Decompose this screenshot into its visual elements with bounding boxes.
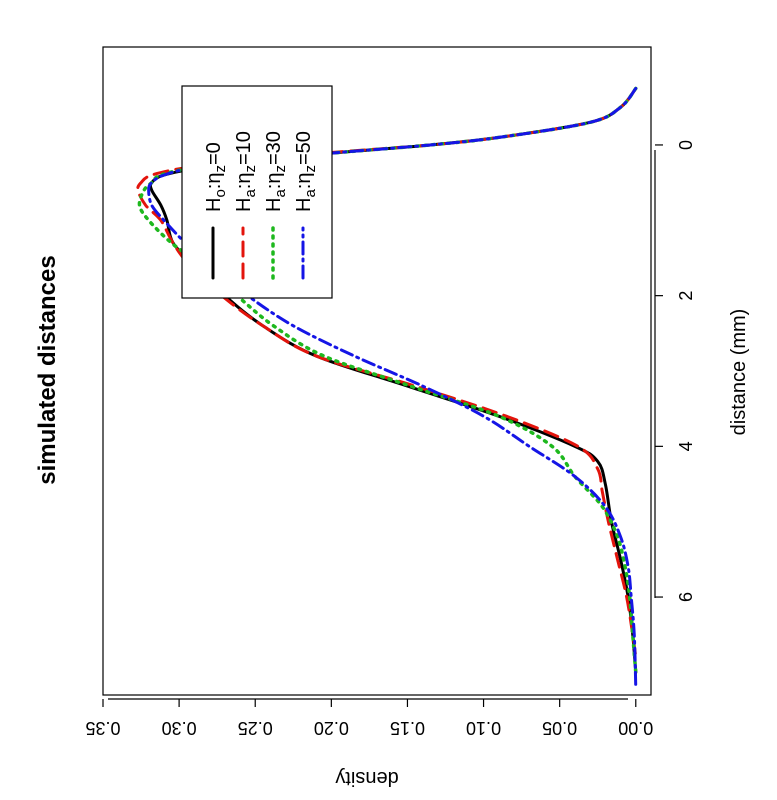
chart-title: simulated distances bbox=[34, 255, 61, 484]
y-tick-label: 0.20 bbox=[314, 718, 349, 738]
x-tick-label: 2 bbox=[676, 291, 696, 301]
legend-label-4: Ha:ηz=50 bbox=[293, 131, 319, 212]
x-tick-label: 6 bbox=[676, 592, 696, 602]
series-line-3 bbox=[137, 86, 638, 675]
y-tick-label: 0.10 bbox=[466, 718, 501, 738]
y-axis-ticks: 0.00 0.05 0.10 0.15 0.20 0.25 0.30 0.35 bbox=[85, 699, 653, 738]
y-tick-label: 0.00 bbox=[618, 718, 653, 738]
legend-label-1: Ho:ηz=0 bbox=[203, 142, 229, 212]
y-tick-label: 0.30 bbox=[162, 718, 197, 738]
plot-frame bbox=[102, 46, 652, 696]
legend-box bbox=[181, 85, 333, 299]
x-tick-label: 4 bbox=[676, 441, 696, 451]
x-axis-ticks: 0 2 4 6 bbox=[655, 140, 696, 602]
x-axis-label: distance (mm) bbox=[728, 309, 750, 436]
x-tick-label: 0 bbox=[676, 140, 696, 150]
y-tick-label: 0.35 bbox=[85, 718, 120, 738]
legend-label-2: Ha:ηz=10 bbox=[233, 131, 259, 212]
legend-label-3: Ha:ηz=30 bbox=[263, 131, 289, 212]
y-tick-label: 0.05 bbox=[542, 718, 577, 738]
y-tick-label: 0.15 bbox=[390, 718, 425, 738]
y-axis-label: density bbox=[335, 767, 398, 789]
y-tick-label: 0.25 bbox=[238, 718, 273, 738]
